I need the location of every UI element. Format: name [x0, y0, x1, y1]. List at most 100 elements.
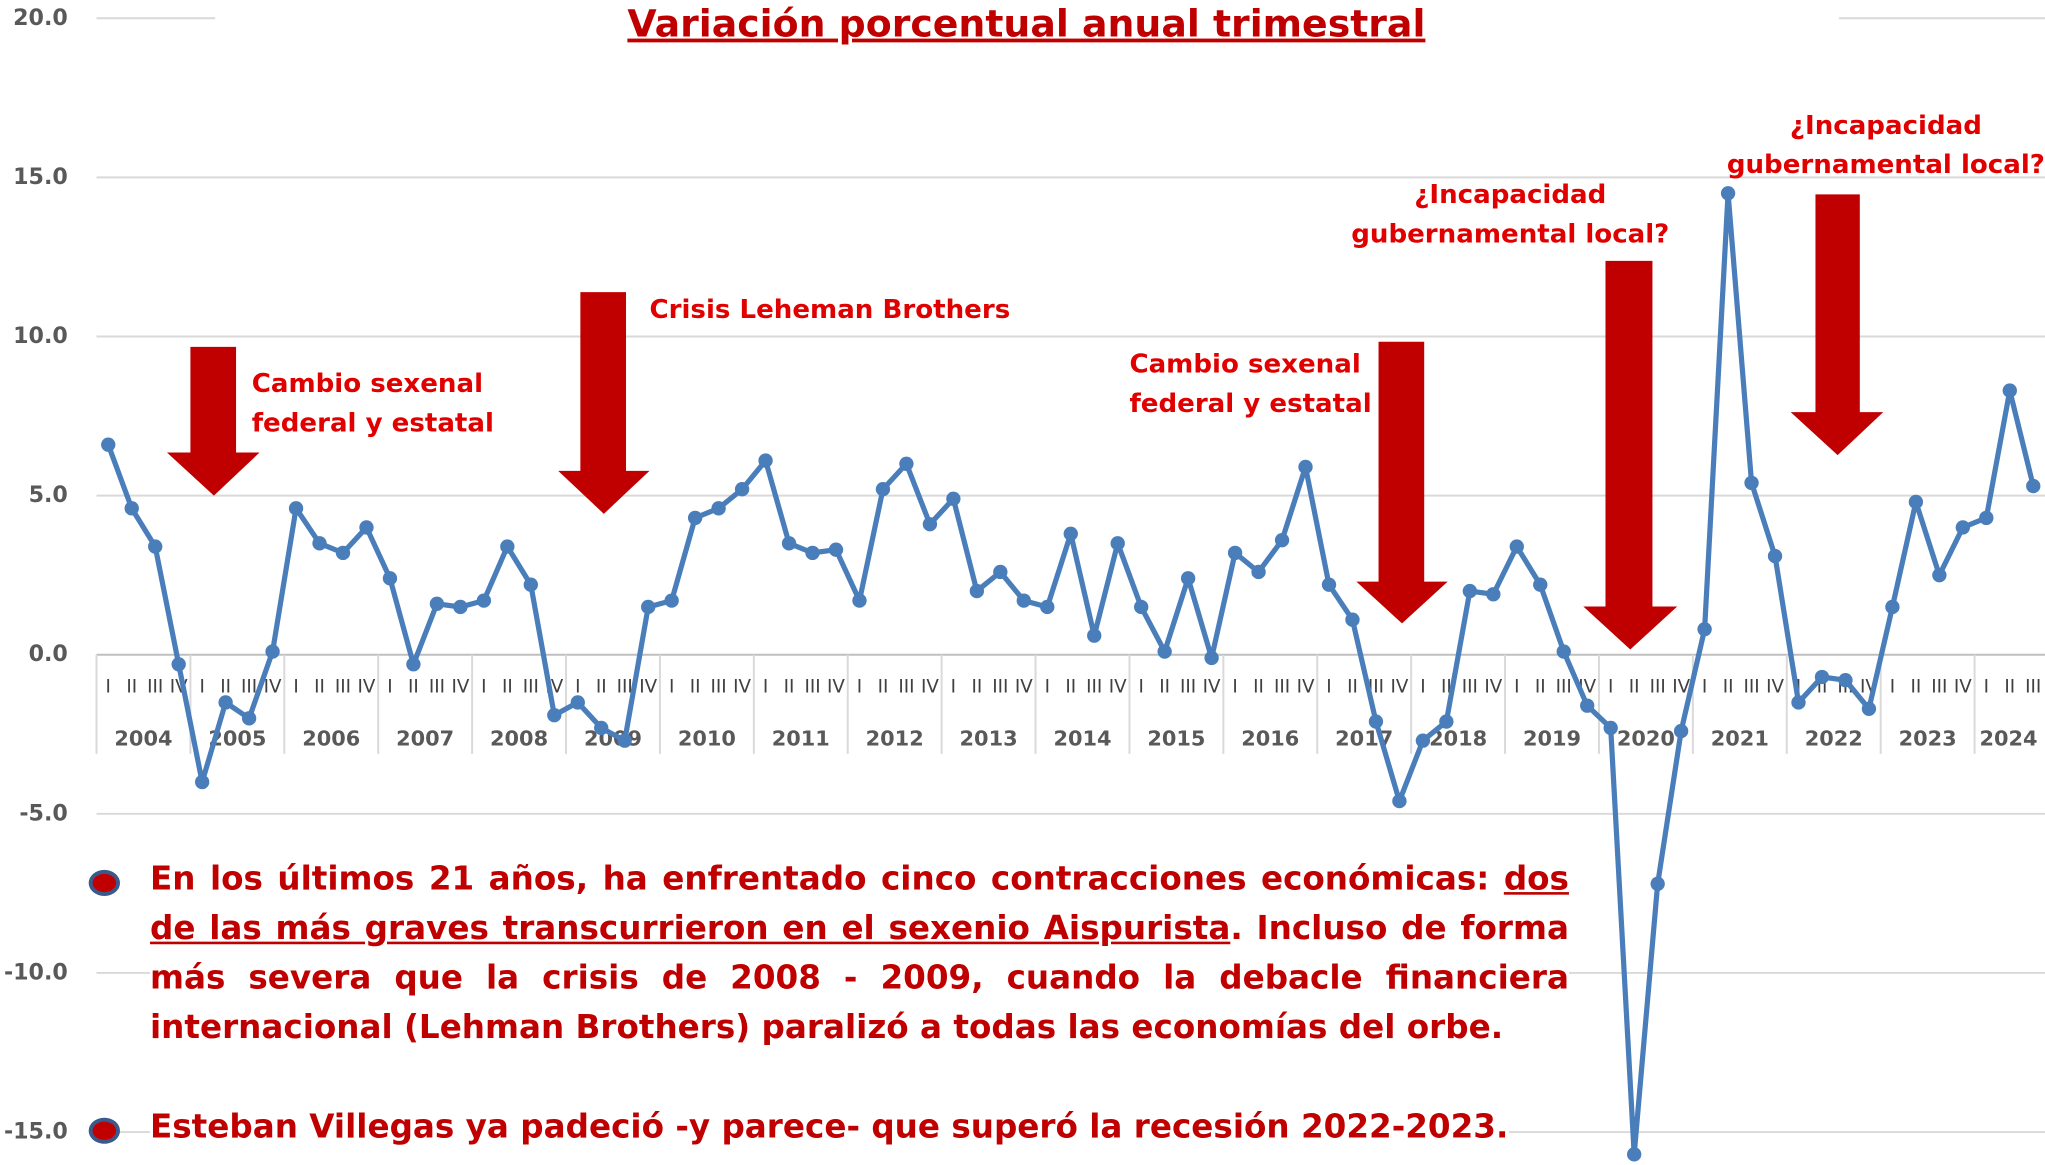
x-tick-label: III [1650, 676, 1666, 697]
note: Esteban Villegas ya padeció -y parece- q… [149, 1102, 1509, 1152]
data-point [1955, 520, 1971, 535]
x-tick-label: IV [1954, 676, 1972, 697]
x-tick-label: I [1232, 676, 1237, 697]
data-point [1580, 698, 1595, 713]
data-point [1650, 876, 1665, 892]
data-point [922, 517, 938, 532]
data-point [1885, 599, 1900, 615]
x-year-label: 2010 [678, 726, 736, 750]
data-point [124, 501, 139, 516]
note-text: dos de las más graves transcurrieron en … [149, 859, 1569, 947]
data-point [1979, 510, 1994, 526]
x-year-label: 2016 [1241, 726, 1299, 750]
x-tick-label: III [898, 676, 914, 697]
data-point [382, 571, 398, 586]
x-tick-label: I [1608, 676, 1613, 697]
x-tick-label: I [575, 676, 580, 697]
data-point [359, 520, 374, 535]
x-tick-label: IV [827, 676, 845, 697]
x-tick-label: I [199, 676, 204, 697]
x-tick-label: II [1629, 676, 1640, 697]
x-tick-label: IV [921, 676, 939, 697]
x-tick-label: I [1138, 676, 1143, 697]
data-point [1838, 672, 1853, 688]
x-year-label: 2013 [960, 726, 1018, 750]
data-point [547, 708, 562, 723]
annotation: ¿Incapacidad [1414, 180, 1606, 210]
data-point [523, 577, 538, 592]
x-tick-label: II [1347, 676, 1358, 697]
data-point [899, 456, 914, 471]
x-tick-label: II [408, 676, 419, 697]
data-point [664, 593, 679, 608]
data-point [1932, 567, 1947, 583]
annotation: gubernamental local? [1351, 219, 1669, 249]
x-tick-label: I [1045, 676, 1050, 697]
arrow [166, 346, 260, 496]
y-tick-label: 0.0 [29, 641, 68, 667]
data-point [570, 695, 585, 710]
x-tick-label: IV [358, 676, 376, 697]
x-tick-label: II [1911, 676, 1922, 697]
data-point [1040, 599, 1055, 615]
x-tick-label: I [857, 676, 862, 697]
x-year-label: 2020 [1617, 726, 1675, 750]
data-point [1298, 459, 1313, 475]
x-tick-label: III [1274, 676, 1290, 697]
x-tick-label: II [1817, 676, 1828, 697]
data-point [1908, 494, 1924, 510]
data-point [1392, 793, 1407, 809]
x-tick-label: III [523, 676, 539, 697]
x-year-label: 2019 [1523, 726, 1581, 750]
x-year-label: 2024 [1979, 726, 2037, 750]
x-tick-label: I [481, 676, 486, 697]
x-tick-label: III [617, 676, 633, 697]
data-point [429, 596, 445, 611]
data-point [1345, 612, 1360, 627]
x-tick-label: II [314, 676, 325, 697]
x-tick-label: II [1253, 676, 1264, 697]
y-tick-label: -5.0 [19, 800, 67, 826]
x-tick-label: IV [1672, 676, 1690, 697]
data-point [1720, 186, 1736, 201]
x-tick-label: III [2025, 676, 2041, 697]
x-tick-label: I [1514, 676, 1519, 697]
arrows [166, 194, 1884, 650]
x-tick-label: I [293, 676, 298, 697]
x-tick-label: III [1368, 676, 1384, 697]
annotation: federal y estatal [252, 408, 494, 438]
data-point [594, 720, 609, 736]
x-tick-label: II [220, 676, 231, 697]
annotation: gubernamental local? [1727, 150, 2045, 180]
data-point [1439, 714, 1454, 729]
x-tick-label: III [429, 676, 445, 697]
x-tick-label: III [1743, 676, 1759, 697]
x-year-label: 2021 [1711, 726, 1769, 750]
note-text: Esteban Villegas ya padeció -y parece- q… [149, 1107, 1509, 1146]
arrow [558, 292, 650, 514]
data-point [1462, 583, 1478, 599]
x-tick-label: III [992, 676, 1008, 697]
data-point [1134, 599, 1149, 615]
x-tick-label: II [1065, 676, 1076, 697]
x-tick-label: III [711, 676, 727, 697]
x-tick-label: I [387, 676, 392, 697]
annotation: ¿Incapacidad [1790, 111, 1982, 141]
x-tick-label: II [596, 676, 607, 697]
data-point [852, 593, 867, 608]
x-tick-label: III [1931, 676, 1947, 697]
data-point [218, 695, 233, 710]
data-point [1627, 1147, 1642, 1162]
bullet [88, 869, 120, 896]
data-point [828, 542, 844, 557]
data-point [1767, 548, 1783, 564]
x-year-label: 2004 [114, 726, 172, 750]
data-point [1603, 720, 1618, 736]
x-tick-label: IV [1297, 676, 1315, 697]
data-point [453, 599, 468, 615]
data-point [312, 536, 327, 551]
data-point [711, 501, 726, 516]
y-tick-label: -10.0 [4, 959, 68, 985]
data-point [1697, 622, 1712, 637]
data-point [1251, 564, 1266, 580]
